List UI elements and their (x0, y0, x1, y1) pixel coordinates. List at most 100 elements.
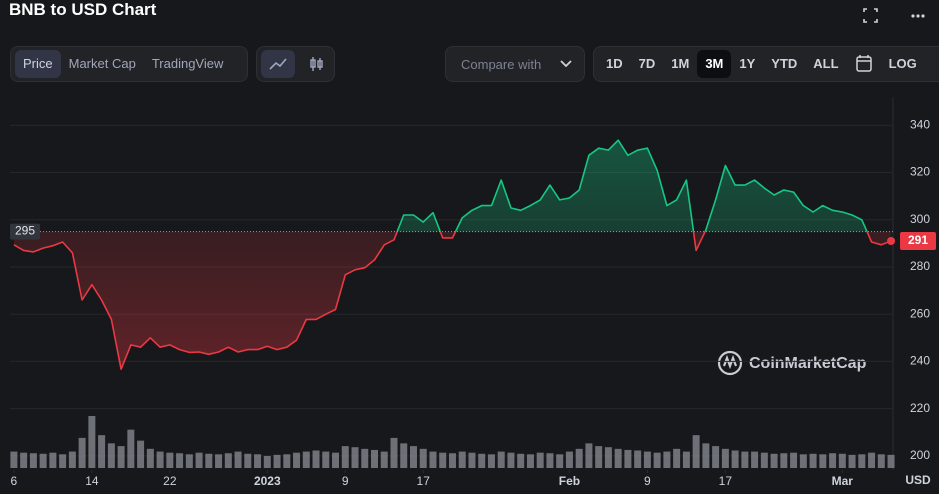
volume-bar (78, 437, 86, 468)
volume-bar (380, 451, 388, 468)
volume-bar (595, 446, 603, 468)
range[interactable]: 1M (671, 56, 690, 71)
volume-bar (702, 443, 710, 468)
volume-bar (419, 448, 427, 468)
y-tick-label: 340 (910, 118, 930, 132)
y-tick-label: 200 (910, 448, 930, 462)
baseline-tag (10, 223, 40, 240)
y-tick-label: 240 (910, 354, 930, 368)
volume-bar (643, 451, 651, 468)
price-line-up (396, 139, 868, 232)
volume-bar (400, 443, 408, 468)
x-tick-label: 9 (342, 474, 349, 488)
volume-bar (409, 446, 417, 468)
volume-bar (98, 435, 106, 468)
range[interactable]: 7D (638, 56, 656, 71)
volume-bar (868, 452, 876, 468)
volume-bar (137, 440, 145, 468)
watermark: CoinMarketCap (717, 350, 867, 376)
volume-bar (760, 452, 768, 468)
more-icon[interactable] (911, 14, 925, 18)
compare-dropdown[interactable]: Compare with (445, 46, 585, 82)
volume-bar (809, 453, 817, 468)
y-unit: USD (905, 473, 931, 487)
volume-bar (341, 446, 349, 468)
y-tick-label: 300 (910, 212, 930, 226)
volume-bar (322, 451, 330, 468)
tab[interactable]: Market Cap (68, 56, 136, 71)
volume-bar (448, 453, 456, 468)
volume-bar (332, 452, 340, 468)
volume-bar (663, 451, 671, 468)
y-tick-label: 320 (910, 165, 930, 179)
volume-bar (468, 452, 476, 468)
volume-bar (692, 435, 700, 468)
x-tick-label: Feb (559, 474, 580, 488)
x-tick-label: 17 (417, 474, 431, 488)
volume-bar (526, 454, 534, 468)
volume-bar (848, 454, 856, 468)
price-line-down (13, 231, 892, 370)
range[interactable]: 1D (606, 56, 623, 71)
volume-bar (497, 451, 505, 468)
volume-bar (39, 453, 47, 468)
volume-bar (877, 454, 885, 468)
volume-bar (536, 452, 544, 468)
range[interactable]: 1Y (739, 56, 756, 71)
header-icons (863, 8, 925, 23)
volume-bar (283, 454, 291, 468)
price-tag-label: 291 (908, 233, 928, 247)
volume-bar (117, 446, 125, 468)
volume-bar (361, 448, 369, 468)
volume-bar (546, 453, 554, 468)
volume-bar (487, 454, 495, 468)
volume-bar (634, 450, 642, 468)
volume-bar (838, 453, 846, 468)
volume-bar (887, 454, 895, 468)
volume-bar (68, 451, 76, 468)
x-tick-label: 17 (719, 474, 733, 488)
tab[interactable]: Price (15, 50, 61, 78)
volume-bar (263, 455, 271, 468)
volume-bar (458, 451, 466, 468)
volume-bar (819, 454, 827, 468)
volume-bar (770, 453, 778, 468)
x-tick-label: Mar (832, 474, 854, 488)
volume-bar (59, 454, 67, 468)
volume-bar (731, 450, 739, 468)
x-tick-label: 2023 (254, 474, 281, 488)
volume-bar (156, 451, 164, 468)
volume-bar (215, 454, 223, 468)
style-icons (261, 50, 323, 78)
range[interactable]: 3M (697, 50, 732, 78)
volume-bar (49, 452, 57, 468)
volume-bar (273, 454, 281, 468)
range[interactable]: ALL (813, 56, 839, 71)
volume-bar (790, 452, 798, 468)
compare-label: Compare with (461, 56, 542, 72)
price-tag (900, 232, 936, 251)
fullscreen-icon[interactable] (863, 8, 878, 23)
calendar-icon[interactable] (847, 50, 881, 78)
volume-bar (653, 452, 661, 468)
x-tick-label: 6 (11, 474, 18, 488)
volume-bar (712, 446, 720, 468)
volume-bar (351, 447, 359, 468)
baseline-label: 295 (15, 224, 35, 238)
y-tick-label: 260 (910, 306, 930, 320)
tab[interactable]: TradingView (151, 56, 224, 71)
volume-bar (224, 453, 232, 468)
volume-bar (614, 448, 622, 468)
y-tick-label: 220 (910, 401, 930, 415)
volume-bar (205, 453, 213, 468)
range[interactable]: YTD (771, 56, 798, 71)
log-toggle[interactable]: LOG (888, 56, 917, 71)
volume-bar (244, 453, 252, 468)
volume-bar (293, 452, 301, 468)
volume-bar (673, 448, 681, 468)
volume-bar (312, 450, 320, 468)
volume-bar (10, 451, 18, 468)
area-down (13, 231, 892, 370)
candle-style[interactable] (310, 57, 323, 71)
